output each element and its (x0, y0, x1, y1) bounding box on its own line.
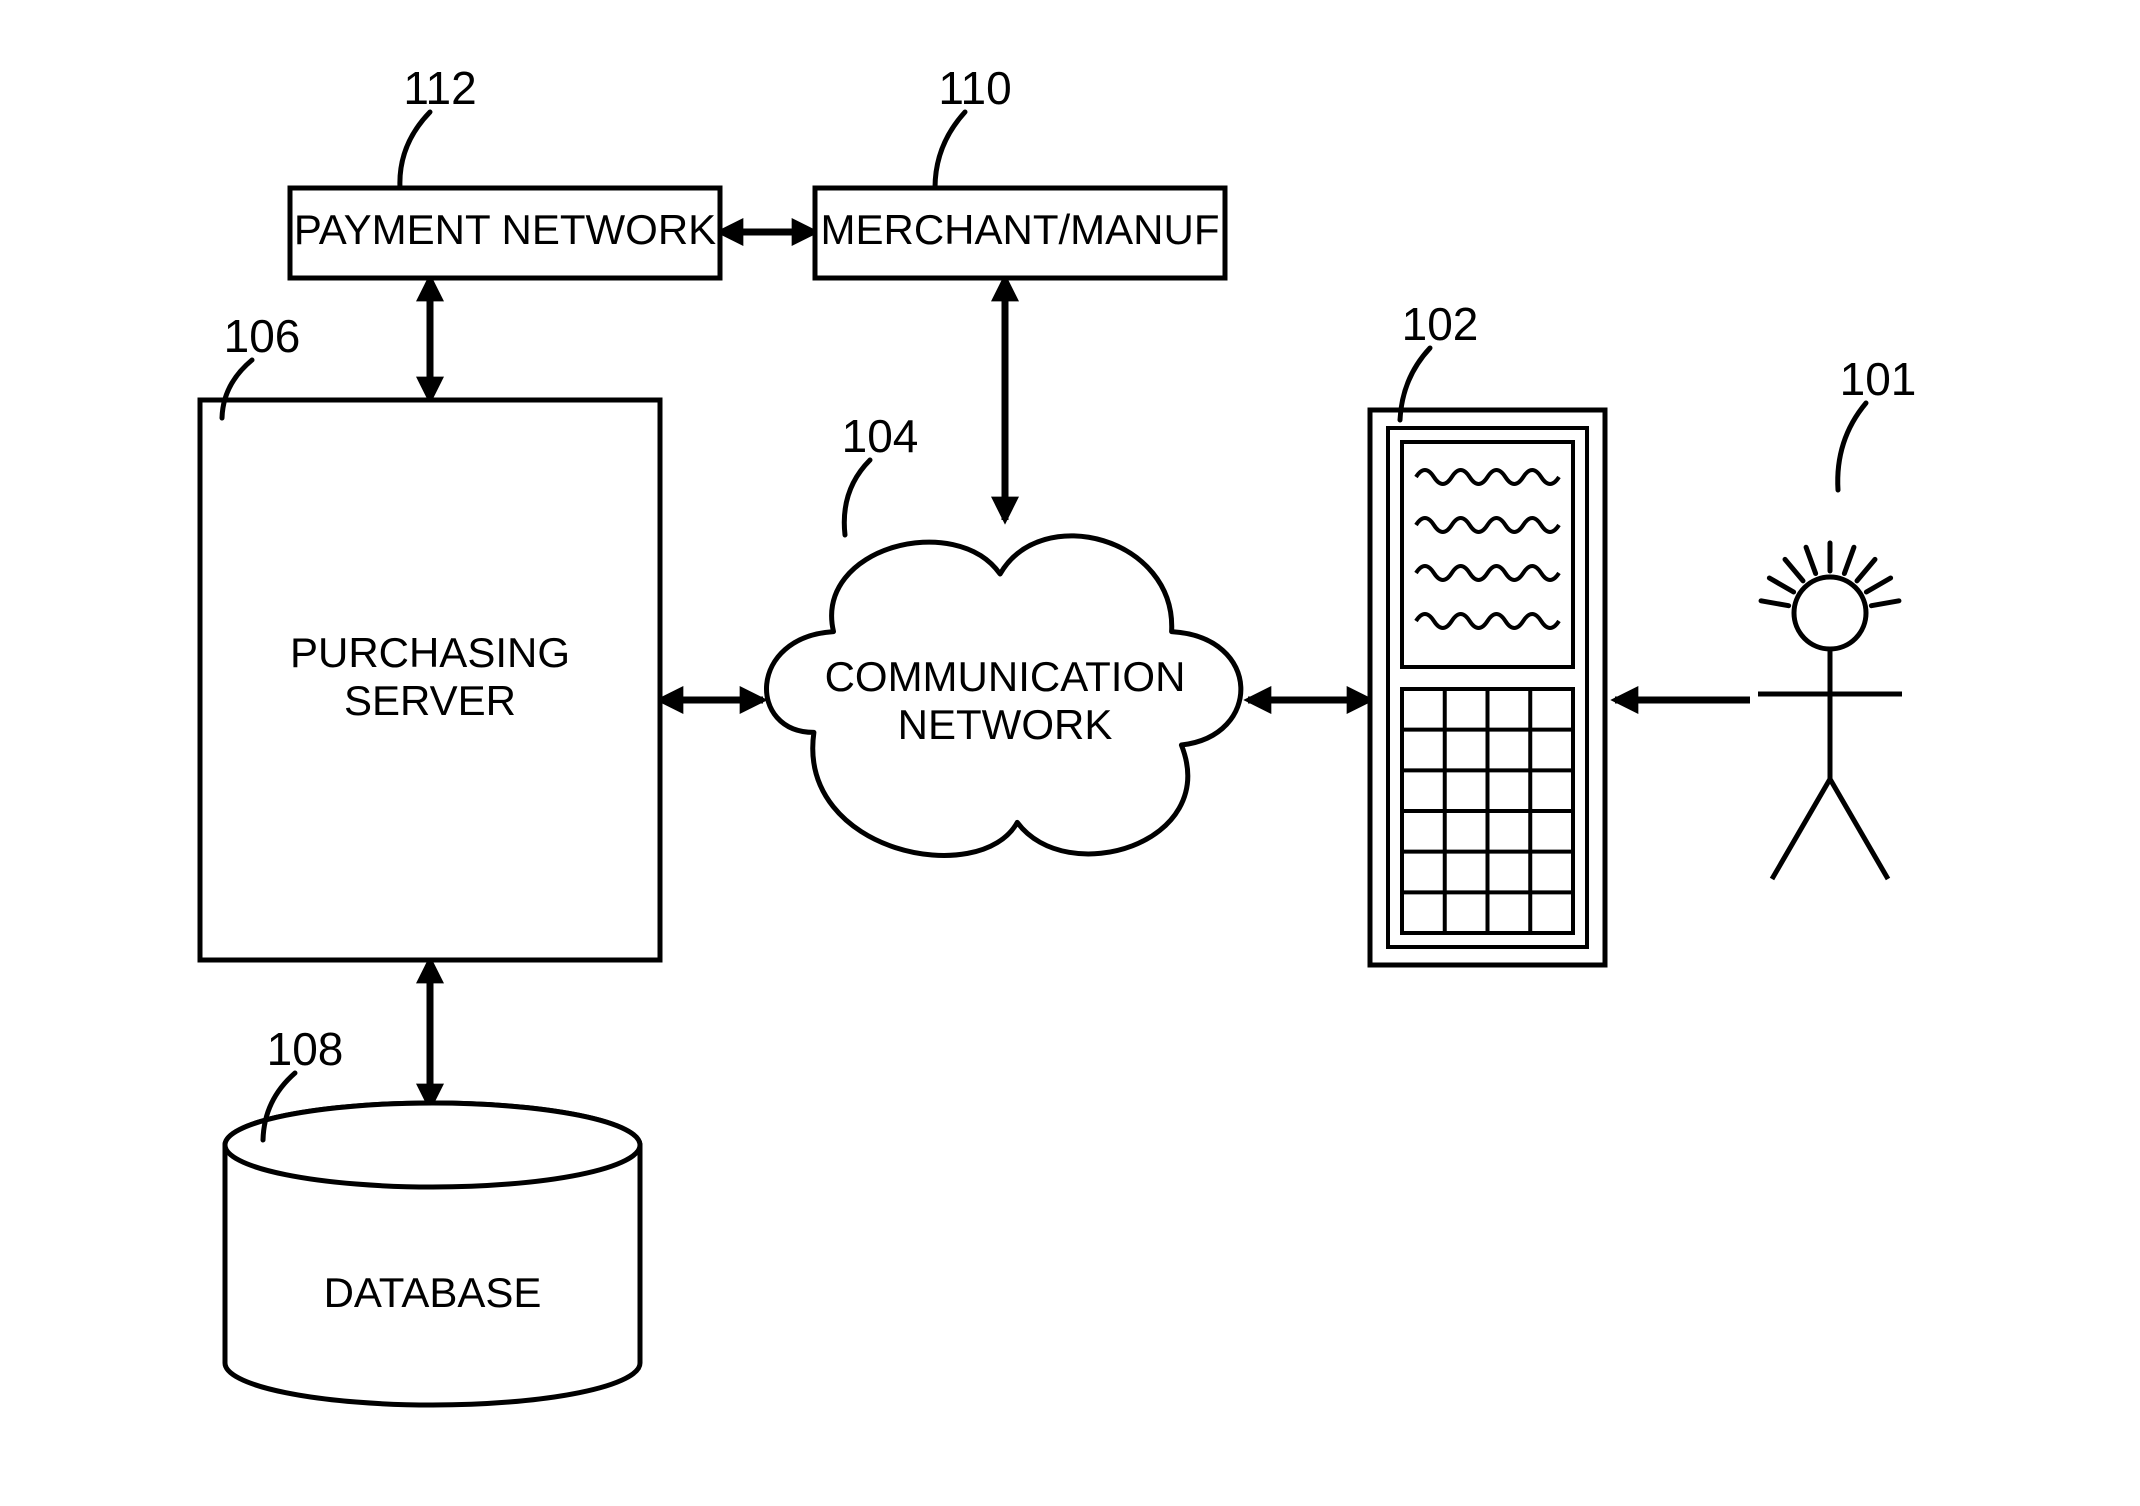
user-lead (1838, 403, 1866, 490)
comm_network: COMMUNICATIONNETWORK (766, 536, 1240, 856)
user-icon (1758, 543, 1902, 879)
merchant: MERCHANT/MANUF (815, 188, 1225, 278)
comm_network-lead (844, 460, 870, 535)
payment_network-label: PAYMENT NETWORK (294, 206, 716, 253)
merchant-lead (935, 112, 965, 188)
purchasing_server-label: SERVER (344, 677, 516, 724)
purchasing_server-label: PURCHASING (290, 629, 570, 676)
payment_network-ref: 112 (403, 62, 476, 114)
merchant-ref: 110 (938, 62, 1011, 114)
database: DATABASE (225, 1103, 640, 1405)
database-label: DATABASE (324, 1269, 542, 1316)
comm_network-label: NETWORK (898, 701, 1113, 748)
user-ref: 101 (1840, 353, 1917, 405)
payment_network-lead (400, 112, 430, 188)
purchasing_server: PURCHASINGSERVER (200, 400, 660, 960)
device-ref: 102 (1402, 298, 1479, 350)
system-diagram: PAYMENT NETWORK 112 MERCHANT/MANUF 110 PURCH… (0, 0, 2140, 1506)
purchasing_server-ref: 106 (224, 310, 301, 362)
database-ref: 108 (267, 1023, 344, 1075)
payment_network: PAYMENT NETWORK (290, 188, 720, 278)
merchant-label: MERCHANT/MANUF (821, 206, 1220, 253)
device (1370, 410, 1605, 965)
comm_network-ref: 104 (842, 410, 919, 462)
comm_network-label: COMMUNICATION (825, 653, 1186, 700)
